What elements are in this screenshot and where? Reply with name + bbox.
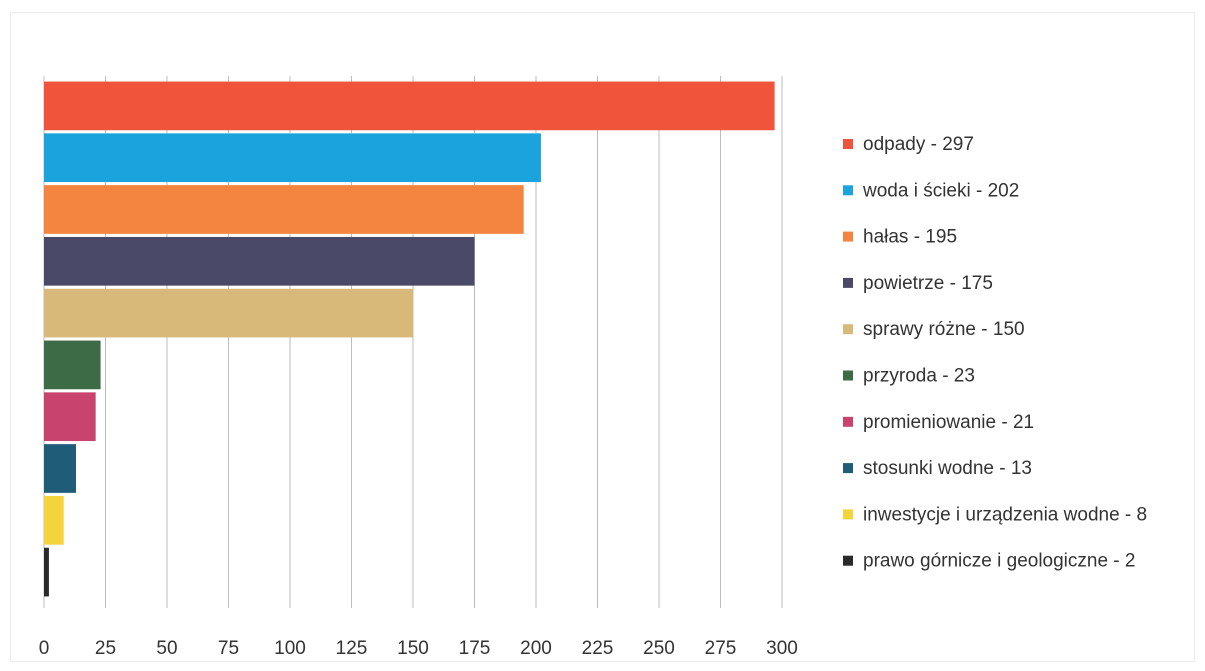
bars bbox=[44, 81, 775, 597]
legend-swatch bbox=[843, 185, 853, 196]
legend-entry: odpady - 297 bbox=[863, 134, 974, 155]
legend-swatch bbox=[843, 324, 853, 335]
legend-swatch bbox=[843, 555, 853, 566]
x-tick-label: 100 bbox=[274, 638, 306, 659]
bar-4 bbox=[44, 288, 413, 338]
bar-2 bbox=[44, 185, 524, 234]
x-tick-label: 300 bbox=[766, 638, 798, 659]
x-tick-label: 225 bbox=[582, 638, 614, 659]
legend-entry: promieniowanie - 21 bbox=[863, 412, 1034, 433]
x-tick-label: 275 bbox=[705, 638, 737, 659]
legend-swatch bbox=[843, 509, 853, 520]
bar-6 bbox=[44, 392, 96, 442]
x-tick-label: 25 bbox=[95, 638, 116, 659]
x-tick-label: 125 bbox=[336, 638, 368, 659]
x-axis-ticks: 0 25 50 75 100 125 150 175 200 225 250 275 300 bbox=[39, 638, 798, 659]
chart-frame bbox=[10, 12, 1195, 662]
x-tick-label: 175 bbox=[459, 638, 491, 659]
bar-7 bbox=[44, 444, 76, 493]
bar-0 bbox=[44, 81, 775, 131]
legend-entry: prawo górnicze i geologiczne - 2 bbox=[863, 551, 1136, 572]
bar-9 bbox=[44, 547, 49, 597]
legend-entry: woda i ścieki - 202 bbox=[862, 180, 1019, 201]
x-tick-label: 200 bbox=[520, 638, 552, 659]
legend-entry: powietrze - 175 bbox=[863, 273, 993, 294]
bar-8 bbox=[44, 495, 64, 545]
legend-swatch bbox=[843, 231, 853, 242]
x-tick-label: 150 bbox=[397, 638, 429, 659]
legend-entry: inwestycje i urządzenia wodne - 8 bbox=[863, 504, 1147, 525]
legend-entry: stosunki wodne - 13 bbox=[863, 458, 1032, 479]
legend-swatch bbox=[843, 463, 853, 474]
legend-swatch bbox=[843, 139, 853, 149]
bar-1 bbox=[44, 133, 541, 183]
x-tick-label: 75 bbox=[218, 638, 239, 659]
legend-swatch bbox=[843, 277, 853, 288]
legend: odpady - 297 woda i ścieki - 202 hałas - 1… bbox=[843, 134, 1147, 572]
bar-5 bbox=[44, 340, 101, 390]
legend-swatch bbox=[843, 416, 853, 427]
x-tick-label: 0 bbox=[39, 638, 50, 659]
legend-entry: przyroda - 23 bbox=[863, 366, 975, 387]
x-tick-label: 50 bbox=[156, 638, 177, 659]
legend-entry: sprawy różne - 150 bbox=[863, 319, 1025, 340]
legend-entry: hałas - 195 bbox=[863, 227, 957, 248]
legend-swatch bbox=[843, 370, 853, 381]
x-tick-label: 250 bbox=[643, 638, 675, 659]
bar-3 bbox=[44, 236, 475, 286]
